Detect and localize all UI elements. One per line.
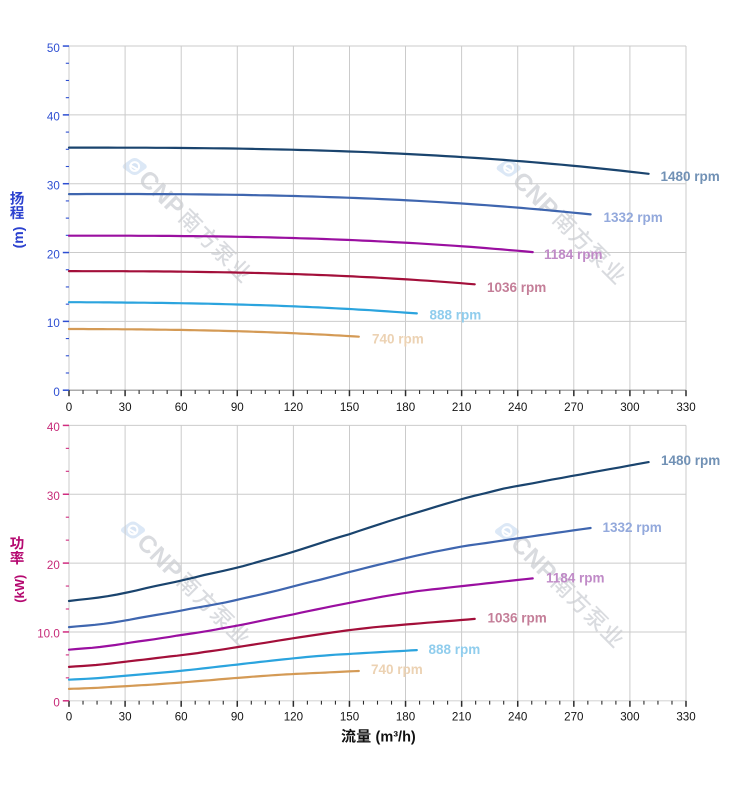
svg-text:(m): (m)	[10, 227, 26, 249]
svg-text:300: 300	[620, 710, 639, 723]
svg-text:1184 rpm: 1184 rpm	[544, 247, 603, 262]
svg-text:90: 90	[231, 401, 244, 414]
svg-text:(kW): (kW)	[12, 575, 27, 603]
svg-text:30: 30	[119, 710, 132, 723]
svg-text:240: 240	[508, 401, 527, 414]
svg-text:0: 0	[66, 710, 72, 723]
svg-text:180: 180	[396, 401, 415, 414]
svg-text:330: 330	[676, 710, 695, 723]
svg-text:1480 rpm: 1480 rpm	[661, 169, 720, 184]
svg-text:1332 rpm: 1332 rpm	[604, 210, 663, 225]
svg-text:20: 20	[47, 248, 60, 261]
svg-text:40: 40	[47, 421, 60, 434]
svg-text:0: 0	[66, 401, 72, 414]
svg-text:740 rpm: 740 rpm	[372, 332, 424, 347]
svg-text:20: 20	[47, 559, 60, 572]
svg-text:120: 120	[284, 710, 303, 723]
svg-text:10: 10	[47, 317, 60, 330]
svg-text:270: 270	[564, 401, 583, 414]
svg-text:50: 50	[47, 42, 60, 55]
svg-text:1184 rpm: 1184 rpm	[546, 570, 605, 585]
svg-text:10.0: 10.0	[37, 628, 60, 641]
svg-text:120: 120	[284, 401, 303, 414]
svg-text:1480 rpm: 1480 rpm	[661, 453, 720, 468]
svg-text:(m³/h): (m³/h)	[376, 729, 416, 745]
svg-text:90: 90	[231, 710, 244, 723]
svg-text:210: 210	[452, 401, 471, 414]
svg-text:240: 240	[508, 710, 527, 723]
svg-text:330: 330	[676, 401, 695, 414]
svg-text:40: 40	[47, 111, 60, 124]
svg-text:888 rpm: 888 rpm	[429, 642, 481, 657]
svg-text:30: 30	[119, 401, 132, 414]
svg-text:30: 30	[47, 180, 60, 193]
svg-text:180: 180	[396, 710, 415, 723]
svg-text:1036 rpm: 1036 rpm	[488, 610, 547, 625]
svg-text:60: 60	[175, 710, 188, 723]
svg-text:0: 0	[53, 386, 59, 399]
svg-text:888 rpm: 888 rpm	[430, 307, 482, 322]
svg-text:300: 300	[620, 401, 639, 414]
svg-text:740 rpm: 740 rpm	[371, 662, 423, 677]
svg-text:0: 0	[53, 697, 59, 710]
svg-text:1332 rpm: 1332 rpm	[603, 520, 662, 535]
svg-text:60: 60	[175, 401, 188, 414]
svg-text:1036 rpm: 1036 rpm	[487, 280, 546, 295]
svg-text:210: 210	[452, 710, 471, 723]
svg-text:270: 270	[564, 710, 583, 723]
svg-text:150: 150	[340, 401, 359, 414]
svg-text:30: 30	[47, 490, 60, 503]
svg-text:150: 150	[340, 710, 359, 723]
